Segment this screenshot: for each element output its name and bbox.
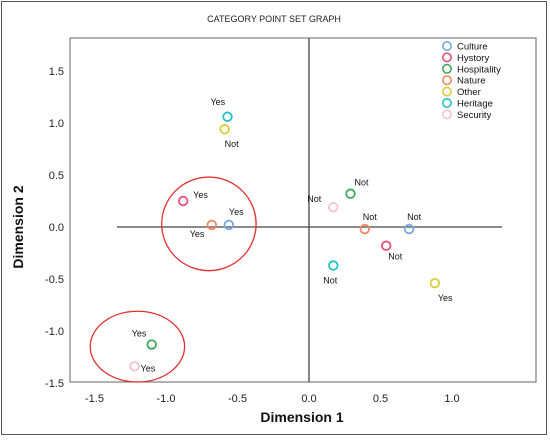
legend-marker — [441, 40, 452, 51]
point-hystory-yes: Yes — [177, 190, 208, 207]
legend-item-security: Security — [441, 109, 492, 121]
data-points: Yes Not Yes Yes Yes Not Not Not Not Not Not Yes Yes Y… — [129, 97, 453, 373]
point-marker — [219, 124, 230, 135]
legend-item-heritage: Heritage — [441, 98, 493, 110]
point-marker — [222, 111, 233, 122]
legend-marker — [441, 75, 452, 86]
legend-label: Security — [457, 110, 492, 121]
legend-item-nature: Nature — [441, 75, 486, 87]
point-label: Not — [225, 139, 240, 149]
point-marker — [146, 339, 157, 350]
point-culture-not: Not — [403, 212, 422, 235]
legend-marker — [441, 86, 452, 97]
x-tick-label: 0.5 — [373, 393, 388, 405]
point-security-not: Not — [307, 194, 339, 213]
point-heritage-not: Not — [323, 260, 339, 285]
legend-marker — [441, 98, 452, 109]
annotation-ellipses — [89, 176, 257, 383]
legend-marker — [441, 52, 452, 63]
point-hystory-not: Not — [381, 240, 403, 262]
point-label: Yes — [132, 329, 147, 339]
legend-item-hystory: Hystory — [441, 52, 489, 64]
point-nature-not: Not — [359, 212, 378, 235]
x-tick-label: -0.5 — [228, 393, 247, 405]
point-label: Yes — [193, 190, 208, 200]
legend-marker — [441, 63, 452, 74]
point-marker — [328, 260, 339, 271]
point-marker — [359, 223, 370, 235]
x-tick-label: 1.0 — [444, 393, 459, 405]
y-tick-labels: 1.5 1.0 0.5 0.0 -0.5 -1.0 -1.5 — [45, 66, 64, 390]
point-label: Yes — [438, 293, 453, 303]
point-label: Yes — [229, 207, 244, 217]
x-tick-label: 0.0 — [301, 393, 316, 405]
point-other-yes: Yes — [429, 277, 453, 303]
point-hospitality-yes: Yes — [132, 329, 157, 350]
legend-item-other: Other — [441, 86, 481, 98]
legend-item-hospitality: Hospitality — [441, 63, 501, 75]
point-label: Not — [307, 194, 322, 204]
legend-item-culture: Culture — [441, 40, 488, 53]
y-axis-title: Dimension 2 — [10, 185, 26, 268]
point-marker — [429, 277, 441, 289]
y-tick-label: 1.0 — [49, 118, 64, 130]
point-marker — [206, 219, 217, 231]
y-tick-label: 0.0 — [49, 222, 64, 234]
point-label: Not — [354, 178, 369, 188]
legend-label: Hospitality — [457, 64, 501, 75]
chart-frame: CATEGORY POINT SET GRAPH -1.5 -1.0 -0.5 0.0… — [1, 1, 547, 435]
legend-label: Nature — [457, 76, 486, 87]
legend: CultureHystoryHospitalityNatureOtherHeri… — [441, 40, 501, 121]
x-axis-title: Dimension 1 — [260, 409, 343, 425]
point-marker — [177, 195, 189, 207]
point-marker — [345, 188, 356, 199]
point-marker — [223, 219, 235, 231]
legend-marker — [441, 109, 452, 120]
legend-label: Heritage — [457, 99, 493, 110]
point-hospitality-not: Not — [345, 178, 369, 199]
legend-label: Other — [457, 87, 481, 98]
point-nature-yes: Yes — [190, 219, 217, 239]
y-tick-label: 0.5 — [49, 170, 64, 182]
highlight-ellipse-1 — [161, 176, 257, 272]
point-marker — [129, 361, 140, 372]
point-marker — [403, 223, 415, 235]
legend-label: Hystory — [457, 53, 489, 64]
point-label: Yes — [141, 363, 156, 373]
point-marker — [381, 240, 392, 251]
point-culture-yes: Yes — [223, 207, 244, 231]
point-label: Not — [388, 252, 403, 262]
point-label: Not — [407, 212, 422, 222]
origin-axes — [117, 38, 502, 382]
y-tick-label: -1.5 — [45, 378, 64, 390]
point-label: Not — [363, 212, 378, 222]
point-label: Yes — [210, 97, 225, 107]
x-tick-label: -1.5 — [85, 393, 104, 405]
point-label: Yes — [190, 229, 205, 239]
plot-area — [69, 37, 537, 383]
point-security-yes: Yes — [129, 361, 156, 373]
y-tick-label: 1.5 — [49, 66, 64, 78]
y-tick-label: -1.0 — [45, 326, 64, 338]
chart-title: CATEGORY POINT SET GRAPH — [207, 14, 341, 24]
highlight-ellipse-2 — [89, 310, 186, 383]
point-label: Not — [323, 275, 338, 285]
y-tick-label: -0.5 — [45, 274, 64, 286]
point-other-not: Not — [219, 124, 240, 149]
x-tick-label: -1.0 — [157, 393, 176, 405]
x-tick-labels: -1.5 -1.0 -0.5 0.0 0.5 1.0 — [85, 393, 460, 405]
plot-border — [69, 37, 537, 383]
legend-label: Culture — [457, 42, 488, 53]
scatter-chart: CATEGORY POINT SET GRAPH -1.5 -1.0 -0.5 0.0… — [10, 14, 537, 425]
point-marker — [328, 202, 339, 213]
point-heritage-yes: Yes — [210, 97, 233, 122]
